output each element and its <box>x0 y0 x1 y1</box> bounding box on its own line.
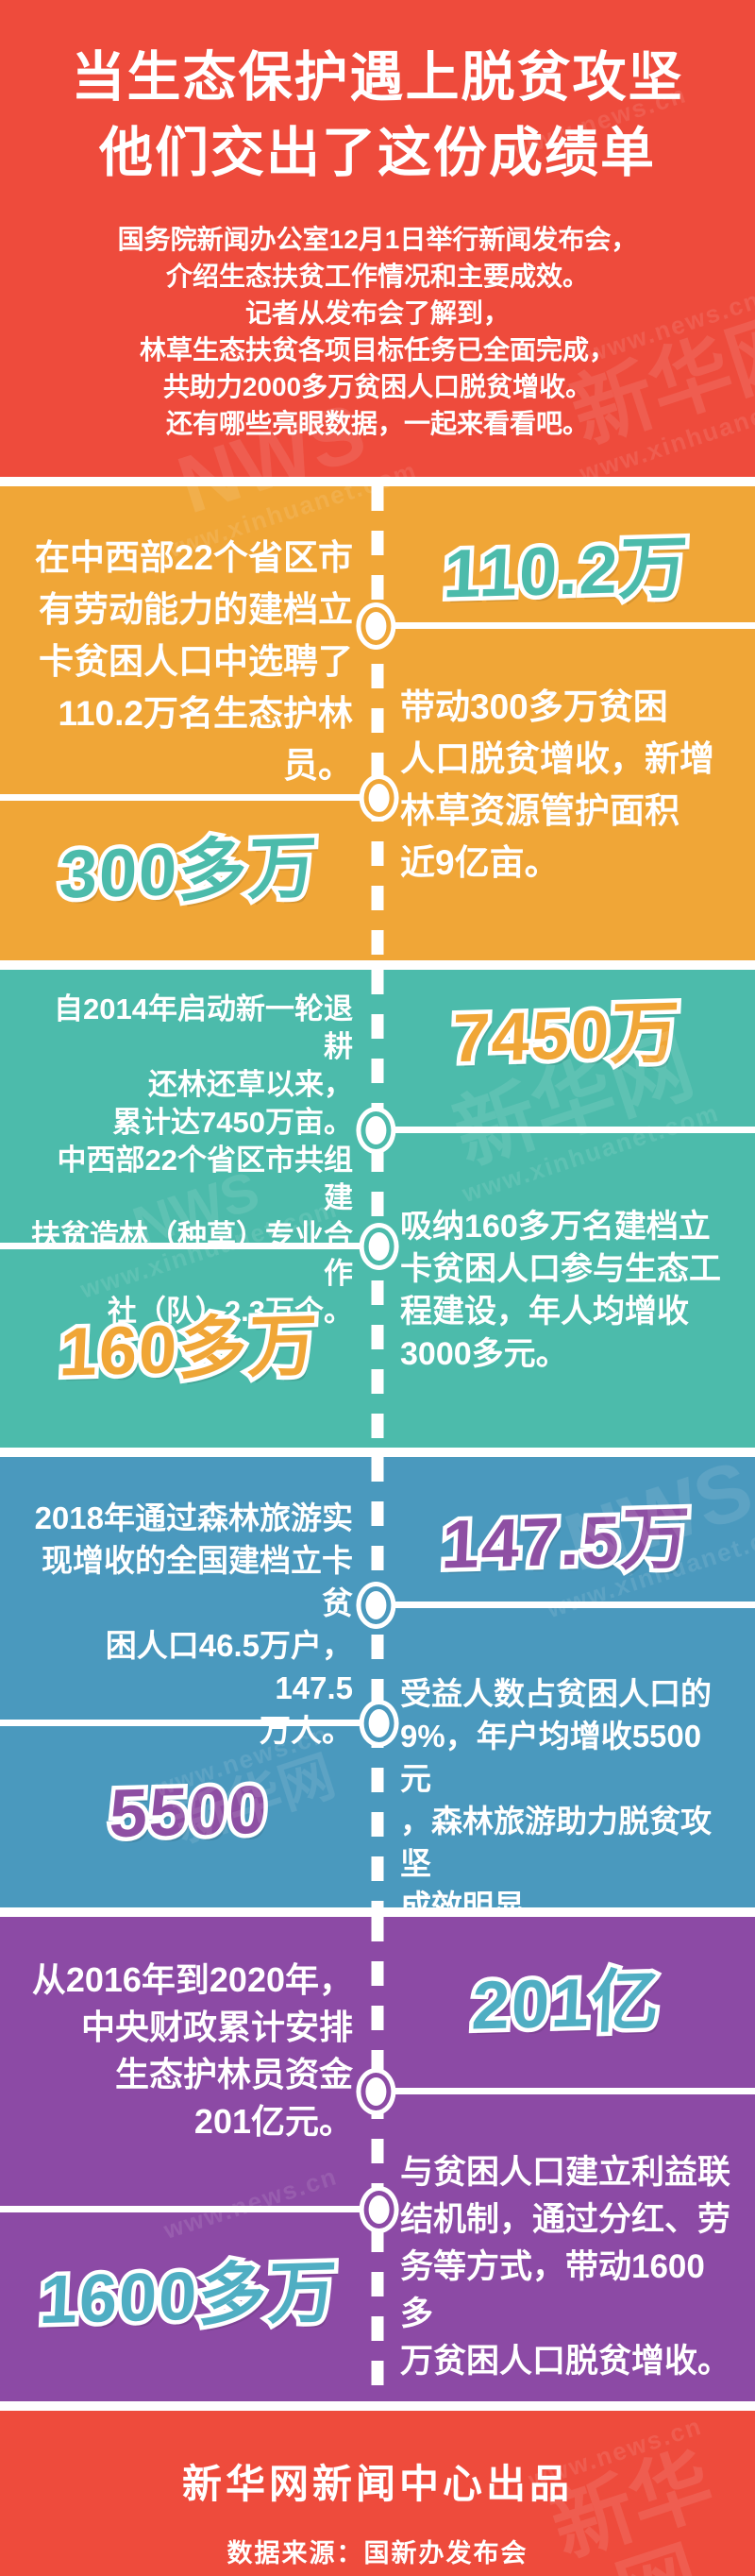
connector-right <box>361 2072 755 2110</box>
headline-number-top: 147.5万 <box>378 1499 755 1585</box>
section-ecological-rangers: 在中西部22个省区市 有劳动能力的建档立 卡贫困人口中选聘了 110.2万名生态… <box>0 486 755 960</box>
right-stat-text: 与贫困人口建立利益联 结机制，通过分红、劳 务等方式，带动1600多 万贫困人口… <box>400 2154 731 2380</box>
section-returning-farmland: 自2014年启动新一轮退耕 还林还草以来， 累计达7450万亩。 中西部22个省… <box>0 970 755 1448</box>
dashed-divider <box>371 486 384 960</box>
headline-number-bottom: 300多万 <box>0 828 378 915</box>
connector-right <box>361 1585 755 1624</box>
left-stat-text: 在中西部22个省区市 有劳动能力的建档立 卡贫困人口中选聘了 110.2万名生态… <box>34 538 353 785</box>
connector-left <box>0 778 394 817</box>
timeline-node <box>363 2190 394 2229</box>
data-source: 数据来源：国新办发布会 <box>226 2539 528 2568</box>
dashed-divider <box>371 1457 384 1907</box>
timeline-node <box>361 2072 392 2110</box>
headline-number-top: 201亿 <box>378 1960 755 2047</box>
dashed-divider <box>371 970 384 1448</box>
connector-right <box>361 1110 755 1149</box>
dashed-divider <box>371 1917 384 2401</box>
intro-paragraph: 国务院新闻办公室12月1日举行新闻发布会， 介绍生态扶贫工作情况和主要成效。 记… <box>117 225 638 438</box>
right-stat-text: 受益人数占贫困人口的 9%，年户均增收5500元 ，森林旅游助力脱贫攻坚 成效明… <box>400 1676 712 1924</box>
poster-title: 当生态保护遇上脱贫攻坚 他们交出了这份成绩单 <box>71 47 684 183</box>
right-stat-text: 吸纳160多万名建档立 卡贫困人口参与生态工 程建设，年人均增收 3000多元。 <box>400 1209 721 1372</box>
footer-band: 新华网新闻中心出品 数据来源：国新办发布会 <box>0 2411 755 2576</box>
production-credit: 新华网新闻中心出品 <box>181 2462 573 2506</box>
section-forest-tourism: 2018年通过森林旅游实 现增收的全国建档立卡贫 困人口46.5万户，147.5… <box>0 1457 755 1924</box>
right-stat-text: 带动300多万贫困 人口脱贫增收，新增 林草资源管护面积 近9亿亩。 <box>400 687 714 882</box>
timeline-node <box>363 1227 394 1265</box>
headline-number-bottom: 1600多万 <box>0 2253 378 2340</box>
timeline-node <box>361 1585 392 1624</box>
connector-right <box>361 606 755 645</box>
timeline-node <box>363 1703 394 1742</box>
headline-number-bottom: 160多万 <box>0 1306 378 1393</box>
timeline-node <box>363 778 394 817</box>
section-central-funding: 从2016年到2020年， 中央财政累计安排 生态护林员资金 201亿元。 20… <box>0 1917 755 2401</box>
left-stat-text: 2018年通过森林旅游实 现增收的全国建档立卡贫 困人口46.5万户，147.5… <box>34 1500 353 1748</box>
connector-left <box>0 2190 394 2229</box>
header-band: 当生态保护遇上脱贫攻坚 他们交出了这份成绩单 国务院新闻办公室12月1日举行新闻… <box>0 0 755 477</box>
connector-left <box>0 1227 394 1265</box>
connector-left <box>0 1703 394 1742</box>
left-stat-text: 从2016年到2020年， 中央财政累计安排 生态护林员资金 201亿元。 <box>31 1960 353 2141</box>
timeline-node <box>361 606 392 645</box>
headline-number-bottom: 5500 <box>0 1769 378 1856</box>
left-stat-text: 自2014年启动新一轮退耕 还林还草以来， 累计达7450万亩。 中西部22个省… <box>31 992 353 1328</box>
headline-number-top: 7450万 <box>378 992 755 1079</box>
timeline-node <box>361 1110 392 1149</box>
headline-number-top: 110.2万 <box>378 528 755 615</box>
